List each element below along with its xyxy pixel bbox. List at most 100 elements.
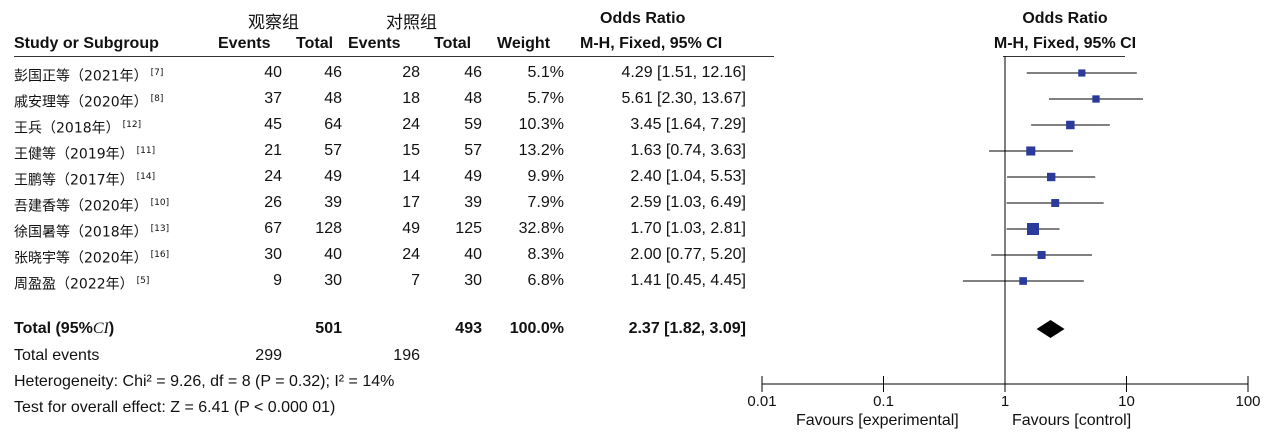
ctrl-events-cell: 15: [402, 142, 420, 159]
study-name: 吾建香等（2020年） [10]: [14, 198, 170, 215]
study-name: 戚安理等（2020年） [8]: [14, 94, 164, 111]
study-marker: [1026, 146, 1036, 156]
study-marker: [1026, 223, 1039, 235]
exp-total-cell: 46: [324, 64, 342, 81]
ctrl-total-cell: 125: [455, 220, 482, 237]
study-name: 徐国暑等（2018年） [13]: [14, 224, 170, 241]
ctrl-events-cell: 24: [402, 116, 420, 133]
ctrl-events-cell: 18: [402, 90, 420, 107]
odds-ratio-cell: 1.63 [0.74, 3.63]: [630, 142, 746, 159]
odds-ratio-cell: 4.29 [1.51, 12.16]: [621, 64, 746, 81]
ctrl-group-header: 对照组: [386, 13, 437, 32]
or-title: Odds Ratio: [600, 10, 686, 27]
header-rule: [14, 56, 774, 57]
exp-total-header: Total: [296, 35, 334, 52]
weight-cell: 6.8%: [527, 272, 564, 289]
odds-ratio-cell: 2.40 [1.04, 5.53]: [630, 168, 746, 185]
exp-total-cell: 128: [315, 220, 342, 237]
odds-ratio-cell: 2.00 [0.77, 5.20]: [630, 246, 746, 263]
study-marker: [1066, 120, 1075, 130]
ctrl-total-cell: 49: [464, 168, 482, 185]
total-ctrl-n: 493: [455, 320, 482, 337]
heterogeneity-text: Heterogeneity: Chi² = 9.26, df = 8 (P = …: [14, 373, 395, 390]
x-tick-label: 0.1: [873, 393, 894, 410]
exp-events-cell: 67: [264, 220, 282, 237]
study-name: 周盈盈（2022年） [5]: [14, 276, 150, 293]
odds-ratio-cell: 2.59 [1.03, 6.49]: [630, 194, 746, 211]
ctrl-events-cell: 17: [402, 194, 420, 211]
ctrl-total-cell: 59: [464, 116, 482, 133]
study-row: 彭国正等（2021年） [7] 40 46 28 46 5.1% 4.29 [1.51, 12…: [0, 60, 760, 86]
study-row: 徐国暑等（2018年） [13] 67 128 49 125 32.8% 1.70 [1.03…: [0, 216, 760, 242]
or-method-header: M-H, Fixed, 95% CI: [580, 35, 723, 52]
study-name: 王鹏等（2017年） [14]: [14, 172, 156, 189]
study-marker: [1092, 95, 1100, 103]
ctrl-events-cell: 49: [402, 220, 420, 237]
study-name: 王兵（2018年） [12]: [14, 120, 142, 137]
exp-events-cell: 37: [264, 90, 282, 107]
study-column-header: Study or Subgroup: [14, 35, 159, 52]
study-name: 王健等（2019年） [11]: [14, 146, 156, 163]
exp-total-cell: 57: [324, 142, 342, 159]
weight-cell: 32.8%: [518, 220, 564, 237]
x-tick-label: 10: [1118, 393, 1135, 410]
ctrl-total-header: Total: [434, 35, 472, 52]
overall-effect-text: Test for overall effect: Z = 6.41 (P < 0…: [14, 399, 336, 416]
ctrl-total-cell: 39: [464, 194, 482, 211]
plot-method-header: M-H, Fixed, 95% CI: [993, 35, 1137, 52]
weight-cell: 10.3%: [518, 116, 564, 133]
exp-total-cell: 64: [324, 116, 342, 133]
plot-header-rule: [1003, 56, 1125, 57]
ctrl-events-cell: 28: [402, 64, 420, 81]
exp-events-cell: 40: [264, 64, 282, 81]
total-exp-n: 501: [315, 320, 342, 337]
study-row: 戚安理等（2020年） [8] 37 48 18 48 5.7% 5.61 [2.30, 13…: [0, 86, 760, 112]
odds-ratio-cell: 3.45 [1.64, 7.29]: [630, 116, 746, 133]
study-marker: [1046, 172, 1056, 182]
favours-left: Favours [experimental]: [796, 412, 959, 429]
weight-cell: 7.9%: [527, 194, 564, 211]
favours-right: Favours [control]: [1012, 412, 1132, 429]
exp-total-cell: 30: [324, 272, 342, 289]
exp-total-cell: 39: [324, 194, 342, 211]
total-or: 2.37 [1.82, 3.09]: [628, 320, 746, 337]
ctrl-events-header: Events: [348, 35, 401, 52]
total-weight: 100.0%: [509, 320, 564, 337]
exp-events-cell: 24: [264, 168, 282, 185]
odds-ratio-cell: 5.61 [2.30, 13.67]: [621, 90, 746, 107]
ctrl-total-cell: 30: [464, 272, 482, 289]
study-marker: [1037, 250, 1046, 260]
exp-events-cell: 26: [264, 194, 282, 211]
study-name: 彭国正等（2021年） [7]: [14, 68, 164, 85]
weight-cell: 5.7%: [527, 90, 564, 107]
x-tick-label: 0.01: [747, 393, 776, 410]
weight-cell: 8.3%: [527, 246, 564, 263]
total-row: Total (95%CI) 501 493 100.0% 2.37 [1.82,…: [0, 316, 760, 342]
ctrl-events-cell: 24: [402, 246, 420, 263]
exp-events-cell: 45: [264, 116, 282, 133]
exp-total-cell: 48: [324, 90, 342, 107]
weight-header: Weight: [497, 35, 551, 52]
exp-total-cell: 40: [324, 246, 342, 263]
study-row: 吾建香等（2020年） [10] 26 39 17 39 7.9% 2.59 [1.03, 6…: [0, 190, 760, 216]
study-marker: [1051, 199, 1060, 207]
total-label: Total (95%CI): [14, 320, 115, 337]
weight-cell: 9.9%: [527, 168, 564, 185]
study-row: 周盈盈（2022年） [5] 9 30 7 30 6.8% 1.41 [0.45, 4.45]: [0, 268, 760, 294]
study-name: 张晓宇等（2020年） [16]: [14, 250, 170, 267]
study-row: 王兵（2018年） [12] 45 64 24 59 10.3% 3.45 [1.64, 7.…: [0, 112, 760, 138]
exp-total-cell: 49: [324, 168, 342, 185]
ctrl-total-cell: 40: [464, 246, 482, 263]
ctrl-total-cell: 46: [464, 64, 482, 81]
exp-events-header: Events: [218, 35, 271, 52]
pooled-diamond: [1036, 320, 1065, 338]
total-events-ctrl: 196: [393, 347, 420, 364]
weight-cell: 13.2%: [518, 142, 564, 159]
plot-title: Odds Ratio: [1022, 10, 1108, 27]
total-events-exp: 299: [255, 347, 282, 364]
odds-ratio-cell: 1.70 [1.03, 2.81]: [630, 220, 746, 237]
total-events-label: Total events: [14, 347, 100, 364]
study-marker: [1019, 277, 1027, 285]
study-row: 张晓宇等（2020年） [16] 30 40 24 40 8.3% 2.00 [0.77, 5…: [0, 242, 760, 268]
